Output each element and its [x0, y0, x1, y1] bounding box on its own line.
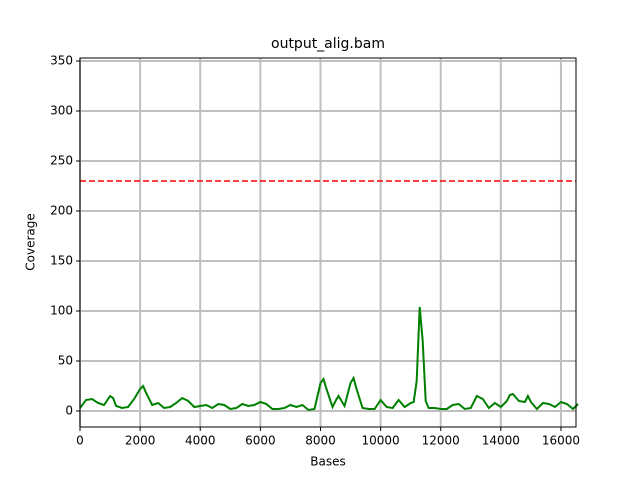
x-tick-label: 10000	[362, 434, 400, 448]
x-axis-label: Bases	[310, 455, 345, 469]
x-tick-label: 8000	[305, 434, 336, 448]
y-tick-label: 100	[50, 304, 73, 318]
y-tick-label: 50	[58, 354, 73, 368]
x-tick-label: 6000	[245, 434, 276, 448]
chart-title: output_alig.bam	[271, 36, 385, 52]
x-tick-label: 0	[76, 434, 84, 448]
x-tick-label: 16000	[542, 434, 580, 448]
x-tick-label: 2000	[125, 434, 156, 448]
plot-frame	[79, 57, 577, 428]
x-tick-label: 14000	[482, 434, 520, 448]
x-tick-label: 4000	[185, 434, 216, 448]
x-tick-label: 12000	[422, 434, 460, 448]
y-tick-label: 250	[50, 154, 73, 168]
coverage-line	[79, 306, 579, 412]
y-tick-label: 0	[65, 404, 73, 418]
y-tick-label: 150	[50, 254, 73, 268]
y-tick-label: 300	[50, 104, 73, 118]
y-axis-label: Coverage	[24, 213, 38, 271]
y-tick-label: 350	[50, 54, 73, 68]
y-tick-label: 200	[50, 204, 73, 218]
